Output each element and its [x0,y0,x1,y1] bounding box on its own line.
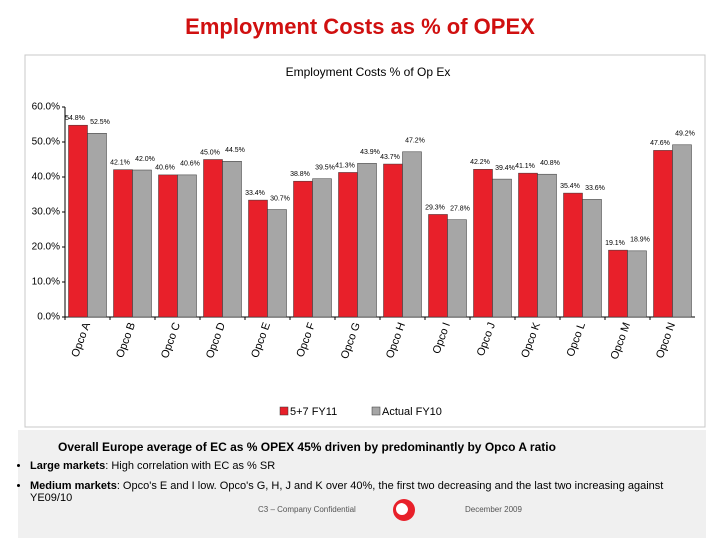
bullet-text: : Opco's E and I low. Opco's G, H, J and… [30,480,664,504]
footer-left: C3 – Company Confidential [258,505,356,514]
bar [473,169,493,318]
bar [312,178,332,318]
value-label: 35.4% [560,183,580,190]
bullet-text: : High correlation with EC as % SR [105,460,276,472]
bar [672,144,692,318]
bar [627,250,647,318]
bar [447,219,467,318]
bar [383,163,403,318]
value-label: 42.2% [470,159,490,166]
legend-swatch [371,406,381,416]
y-tick-label: 30.0% [32,207,60,218]
value-label: 40.8% [540,160,560,167]
value-label: 47.2% [405,138,425,145]
bar [293,180,313,318]
bar [338,172,358,318]
bar [653,150,673,318]
chart-title: Employment Costs % of Op Ex [286,65,451,79]
value-label: 30.7% [270,195,290,202]
y-tick-label: 20.0% [32,242,60,253]
bar [87,133,107,318]
summary: Overall Europe average of EC as % OPEX 4… [58,440,556,454]
value-label: 29.3% [425,204,445,211]
value-label: 43.7% [380,154,400,161]
value-label: 42.1% [110,159,130,166]
bar [608,249,628,318]
bar [357,163,377,318]
legend-label: Actual FY10 [382,406,442,418]
bullet: Large markets: High correlation with EC … [30,460,706,472]
bar [132,169,152,318]
bullet-list: Large markets: High correlation with EC … [18,460,706,504]
footer-right: December 2009 [465,505,522,514]
value-label: 38.8% [290,171,310,178]
bar [267,209,287,318]
bar [563,192,583,318]
notes-panel: Overall Europe average of EC as % OPEX 4… [18,430,706,538]
bar [113,169,133,318]
value-label: 49.2% [675,131,695,138]
bar [492,178,512,318]
bullet: Medium markets: Opco's E and I low. Opco… [30,480,706,504]
value-label: 40.6% [180,161,200,168]
bar [203,159,223,318]
value-label: 41.3% [335,162,355,169]
legend-swatch [279,406,289,416]
y-tick-label: 10.0% [32,277,60,288]
value-label: 40.6% [155,165,175,172]
value-label: 42.0% [135,156,155,163]
value-label: 27.8% [450,206,470,213]
value-label: 33.6% [585,185,605,192]
value-label: 45.0% [200,149,220,156]
value-label: 43.9% [360,149,380,156]
y-tick-label: 40.0% [32,172,60,183]
y-tick-label: 0.0% [37,312,60,323]
legend-label: 5+7 FY11 [290,406,337,418]
value-label: 19.1% [605,240,625,247]
bar [518,172,538,318]
value-label: 39.4% [495,165,515,172]
value-label: 44.5% [225,147,245,154]
y-tick-label: 50.0% [32,137,60,148]
bar [68,124,88,318]
bar [177,174,197,318]
value-label: 39.5% [315,165,335,172]
y-tick-label: 60.0% [32,102,60,113]
value-label: 41.1% [515,163,535,170]
bar [402,151,422,318]
value-label: 52.5% [90,119,110,126]
bar [428,214,448,318]
value-label: 47.6% [650,140,670,147]
bar [248,199,268,318]
logo [393,499,415,521]
bar [222,161,242,318]
bar [537,173,557,318]
bullet-label: Medium markets [30,480,117,492]
bar [582,199,602,318]
bullet-label: Large markets [30,460,106,472]
value-label: 18.9% [630,237,650,244]
slide-title: Employment Costs as % of OPEX [185,14,535,39]
value-label: 33.4% [245,190,265,197]
value-label: 54.8% [65,115,85,122]
bar [158,174,178,318]
